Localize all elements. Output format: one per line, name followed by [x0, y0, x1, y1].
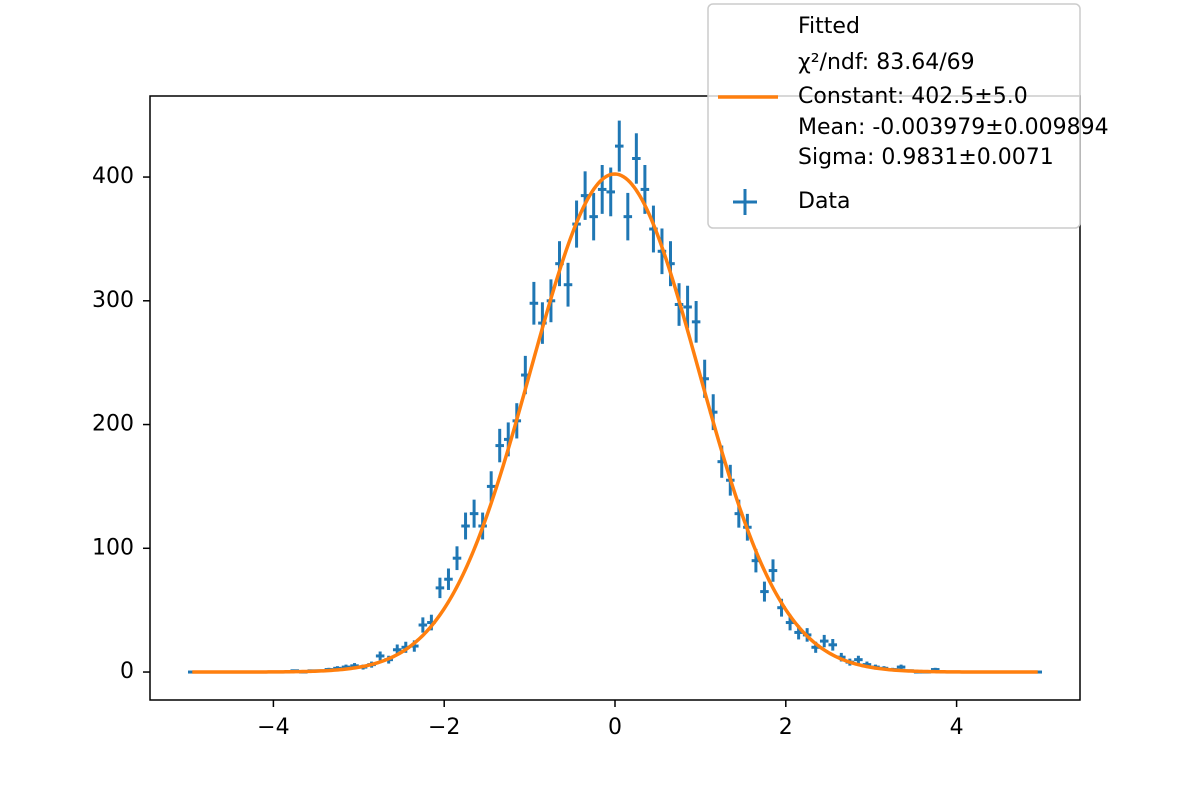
data-point — [469, 499, 479, 528]
x-tick-label: 4 — [950, 715, 964, 740]
data-point — [563, 262, 573, 307]
data-point — [760, 581, 769, 602]
y-tick-label: 200 — [92, 412, 134, 437]
data-point — [452, 546, 462, 571]
data-point — [495, 428, 504, 463]
data-point — [854, 655, 863, 664]
data-point — [461, 512, 470, 540]
legend-label: χ²/ndf: 83.64/69 — [798, 50, 975, 75]
data-point — [896, 664, 906, 670]
x-tick-label: 0 — [608, 715, 622, 740]
axes-frame — [149, 95, 1081, 701]
x-tick-label: −2 — [428, 715, 460, 740]
data-point — [597, 164, 607, 214]
y-tick-label: 100 — [92, 535, 134, 560]
x-tick-label: −4 — [257, 715, 289, 740]
data-point — [683, 285, 692, 329]
x-tick-label: 2 — [779, 715, 793, 740]
data-point — [819, 634, 829, 648]
y-tick-label: 0 — [120, 659, 134, 684]
data-point — [615, 120, 624, 172]
y-tick-label: 400 — [92, 164, 134, 189]
data-point — [828, 639, 838, 651]
data-point — [623, 192, 633, 241]
data-point — [375, 651, 385, 661]
legend-box — [707, 3, 1081, 229]
legend-label: Constant: 402.5±5.0 — [798, 84, 1028, 109]
data-point — [768, 559, 778, 582]
data-point — [486, 471, 496, 502]
data-point — [529, 281, 539, 325]
data-point — [691, 301, 701, 343]
legend-label: Fitted — [798, 14, 860, 39]
data-point — [418, 617, 428, 633]
legend-label: Data — [798, 189, 851, 214]
data-point — [632, 133, 641, 184]
data-point — [589, 192, 598, 241]
data-point — [435, 577, 445, 599]
y-tick-label: 300 — [92, 288, 134, 313]
data-point — [444, 568, 453, 590]
legend-label: Sigma: 0.9831±0.0071 — [798, 145, 1054, 170]
fit-curve — [192, 172, 1038, 674]
legend-label: Mean: -0.003979±0.009894 — [798, 115, 1109, 140]
